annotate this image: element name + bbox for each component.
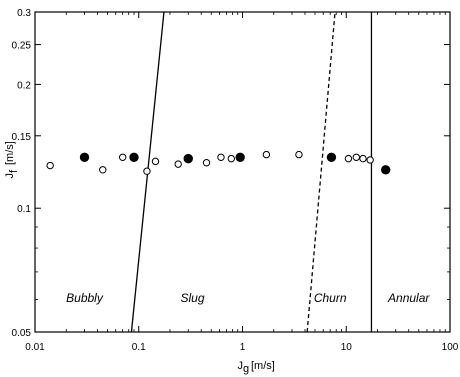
axis-ticks: 0.01 0.1 1 10 100 0.05 0.1 0.15 0.2 0.25 0.3 <box>12 8 459 353</box>
x-tick-label: 0.01 <box>25 342 45 353</box>
open-data-point <box>227 154 236 163</box>
svg-text:J: J <box>238 360 244 372</box>
open-data-point <box>202 159 211 167</box>
filled-data-point <box>79 152 90 162</box>
filled-data-point <box>183 153 193 164</box>
x-tick-label: 0.1 <box>132 342 146 353</box>
x-tick-label: 1 <box>240 342 246 353</box>
open-data-point <box>151 157 160 166</box>
y-tick-label: 0.25 <box>12 41 32 52</box>
y-tick-label: 0.2 <box>17 80 31 91</box>
filled-data-point <box>235 152 245 162</box>
region-label-bubbly: Bubbly <box>66 291 104 305</box>
x-axis-title: J g [m/s] <box>238 360 275 375</box>
regime-boundaries <box>130 11 373 333</box>
filled-data-point <box>129 152 139 162</box>
svg-text:f: f <box>8 169 20 173</box>
data-points <box>46 150 391 175</box>
svg-text:g: g <box>243 363 249 375</box>
region-label-annular: Annular <box>387 291 430 305</box>
x-tick-label: 10 <box>341 342 353 353</box>
y-axis-title: J f [m/s] <box>4 141 20 178</box>
y-tick-label: 0.1 <box>17 204 31 215</box>
open-data-point <box>143 167 151 175</box>
x-tick-label: 100 <box>442 342 459 353</box>
svg-text:[m/s]: [m/s] <box>251 360 275 372</box>
region-label-churn: Churn <box>314 291 347 305</box>
open-data-point <box>217 153 225 161</box>
y-tick-label: 0.05 <box>12 328 32 339</box>
open-data-point <box>262 150 271 159</box>
filled-data-point <box>326 152 337 162</box>
open-data-point <box>344 154 353 163</box>
open-data-point <box>352 153 361 161</box>
open-data-point <box>174 160 182 168</box>
open-data-point <box>295 150 303 159</box>
y-tick-label: 0.3 <box>17 8 31 19</box>
regime-boundary-2-dashed <box>306 11 336 333</box>
svg-text:J: J <box>4 173 16 179</box>
filled-data-point <box>380 165 391 175</box>
region-label-slug: Slug <box>181 291 205 305</box>
open-data-point <box>118 153 127 161</box>
open-data-point <box>366 156 374 164</box>
svg-text:[m/s]: [m/s] <box>4 141 16 165</box>
open-data-point <box>46 161 54 170</box>
y-tick-label: 0.15 <box>12 132 32 143</box>
region-labels: Bubbly Slug Churn Annular <box>66 291 430 305</box>
open-data-point <box>99 166 107 174</box>
open-data-point <box>359 154 367 163</box>
